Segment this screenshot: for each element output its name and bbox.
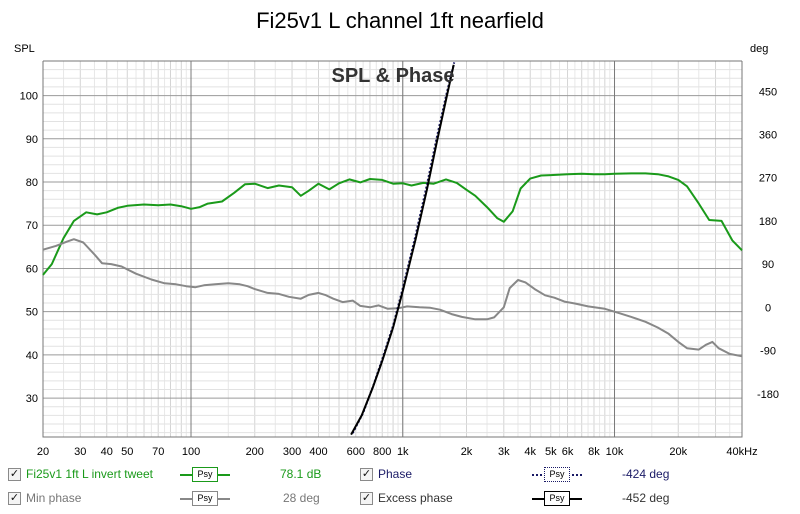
y-right-tick-label: 0 — [765, 302, 771, 314]
y-right-tick-label: 360 — [759, 129, 777, 141]
y-left-tick-label: 100 — [20, 91, 38, 103]
x-tick-label: 2k — [461, 446, 473, 458]
y-left-tick-label: 70 — [26, 220, 38, 232]
legend-label-excess-phase: Excess phase — [378, 491, 453, 505]
legend-sample-text-excess-phase: Psy — [544, 491, 570, 506]
chart-annotation: SPL & Phase — [331, 65, 454, 87]
x-tick-label: 40kHz — [726, 446, 757, 458]
series-line-min-phase — [42, 238, 743, 358]
y-left-tick-label: 60 — [26, 263, 38, 275]
y-right-tick-label: 90 — [762, 259, 774, 271]
legend-value-spl: 78.1 dB — [280, 467, 322, 481]
legend-sample-text-phase: Psy — [544, 467, 570, 482]
legend-row-2: ✓ Min phase Psy 28 deg ✓ Excess phase Ps… — [0, 490, 800, 510]
plot-area — [43, 61, 742, 437]
x-tick-label: 6k — [562, 446, 574, 458]
y-right-axis-label: deg — [750, 43, 768, 55]
legend-sample-excess-phase[interactable]: Psy — [532, 490, 582, 506]
x-tick-label: 400 — [309, 446, 327, 458]
x-tick-label: 50 — [121, 446, 133, 458]
y-right-tick-label: -90 — [760, 346, 776, 358]
x-tick-label: 10k — [606, 446, 624, 458]
x-tick-label: 20k — [669, 446, 687, 458]
x-tick-label: 300 — [283, 446, 301, 458]
legend-label-min-phase: Min phase — [26, 491, 82, 505]
legend-row-1: ✓ Fi25v1 1ft L invert tweet Psy 78.1 dB … — [0, 466, 800, 486]
legend-label-phase: Phase — [378, 467, 413, 481]
y-left-tick-label: 50 — [26, 307, 38, 319]
legend-value-phase: -424 deg — [622, 467, 670, 481]
y-left-axis-label: SPL — [14, 43, 35, 55]
x-tick-label: 1k — [397, 446, 409, 458]
bottom-margin-mask — [0, 438, 800, 470]
x-tick-label: 600 — [347, 446, 365, 458]
legend-sample-text-min-phase: Psy — [192, 491, 218, 506]
x-tick-label: 200 — [246, 446, 264, 458]
y-left-tick-label: 40 — [26, 350, 38, 362]
x-tick-label: 30 — [74, 446, 86, 458]
legend-value-excess-phase: -452 deg — [622, 491, 670, 505]
y-right-tick-label: 270 — [759, 173, 777, 185]
legend-value-min-phase: 28 deg — [283, 491, 320, 505]
y-left-tick-label: 30 — [26, 393, 38, 405]
x-tick-label: 3k — [498, 446, 510, 458]
legend-checkbox-spl[interactable]: ✓ — [8, 468, 21, 481]
y-right-tick-label: 180 — [759, 216, 777, 228]
legend-sample-min-phase[interactable]: Psy — [180, 490, 230, 506]
x-tick-label: 70 — [152, 446, 164, 458]
legend-checkbox-phase[interactable]: ✓ — [360, 468, 373, 481]
x-tick-label: 100 — [182, 446, 200, 458]
x-tick-label: 40 — [101, 446, 113, 458]
y-right-tick-label: 450 — [759, 86, 777, 98]
y-left-tick-label: 90 — [26, 134, 38, 146]
top-margin-mask — [0, 35, 800, 61]
legend-checkbox-excess-phase[interactable]: ✓ — [360, 492, 373, 505]
series-line-excess-phase — [350, 64, 455, 436]
x-tick-label: 4k — [524, 446, 536, 458]
legend-label-spl: Fi25v1 1ft L invert tweet — [26, 467, 153, 481]
series-line-spl — [42, 172, 743, 276]
legend-checkbox-min-phase[interactable]: ✓ — [8, 492, 21, 505]
x-tick-label: 8k — [588, 446, 600, 458]
x-tick-label: 5k — [545, 446, 557, 458]
legend-sample-text-spl: Psy — [192, 467, 218, 482]
x-tick-label: 800 — [373, 446, 391, 458]
legend-sample-phase[interactable]: Psy — [532, 466, 582, 482]
chart-title: Fi25v1 L channel 1ft nearfield — [256, 8, 544, 33]
spl-phase-chart: SPL & Phase SPL deg 30 40 50 60 70 80 90 100 -180 -9… — [0, 35, 800, 470]
y-left-tick-label: 80 — [26, 177, 38, 189]
y-right-tick-label: -180 — [757, 389, 779, 401]
x-tick-label: 20 — [37, 446, 49, 458]
legend-sample-spl[interactable]: Psy — [180, 466, 230, 482]
